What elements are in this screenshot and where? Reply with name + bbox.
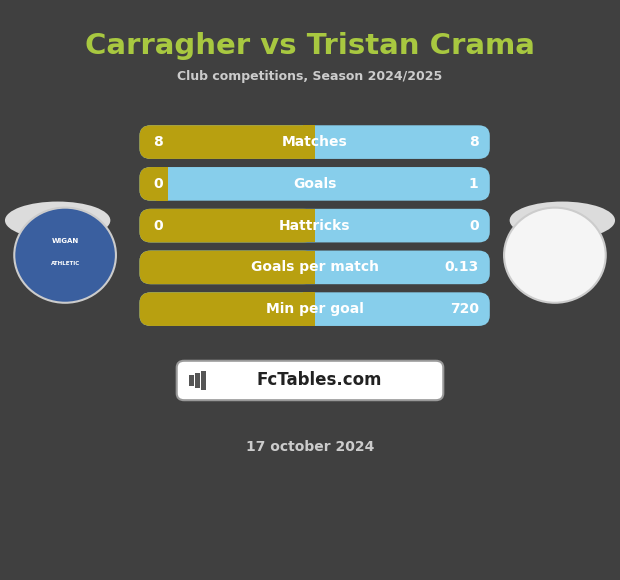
Circle shape [504, 208, 606, 303]
Text: Club competitions, Season 2024/2025: Club competitions, Season 2024/2025 [177, 70, 443, 83]
Text: Goals per match: Goals per match [250, 260, 379, 274]
FancyBboxPatch shape [140, 125, 315, 159]
Text: 17 october 2024: 17 october 2024 [246, 440, 374, 454]
FancyBboxPatch shape [140, 125, 490, 159]
Text: FcTables.com: FcTables.com [257, 371, 382, 390]
Bar [195, 373, 200, 388]
Text: 8: 8 [469, 135, 479, 149]
Circle shape [14, 208, 116, 303]
Text: WIGAN: WIGAN [51, 238, 79, 244]
Bar [304, 125, 315, 159]
Bar [304, 251, 315, 284]
FancyBboxPatch shape [140, 251, 490, 284]
Text: Goals: Goals [293, 177, 336, 191]
FancyBboxPatch shape [140, 292, 315, 326]
FancyBboxPatch shape [140, 167, 167, 201]
Text: 0: 0 [153, 219, 163, 233]
FancyBboxPatch shape [140, 209, 490, 242]
Text: ATHLETIC: ATHLETIC [50, 262, 80, 266]
Bar [202, 371, 206, 390]
FancyBboxPatch shape [140, 167, 490, 201]
FancyBboxPatch shape [140, 251, 315, 284]
Text: 0: 0 [469, 219, 479, 233]
Bar [304, 292, 315, 326]
FancyBboxPatch shape [177, 361, 443, 400]
FancyBboxPatch shape [140, 292, 490, 326]
Text: 0: 0 [153, 177, 163, 191]
Text: 1: 1 [469, 177, 479, 191]
Text: Carragher vs Tristan Crama: Carragher vs Tristan Crama [85, 32, 535, 60]
Bar [189, 375, 194, 386]
Bar [156, 167, 167, 201]
Bar [304, 209, 315, 242]
Text: Min per goal: Min per goal [266, 302, 363, 316]
Text: Hattricks: Hattricks [279, 219, 350, 233]
Ellipse shape [510, 201, 615, 239]
Text: Matches: Matches [281, 135, 348, 149]
Ellipse shape [5, 201, 110, 239]
Text: 0.13: 0.13 [445, 260, 479, 274]
Text: 8: 8 [153, 135, 163, 149]
FancyBboxPatch shape [140, 209, 315, 242]
Text: 720: 720 [450, 302, 479, 316]
